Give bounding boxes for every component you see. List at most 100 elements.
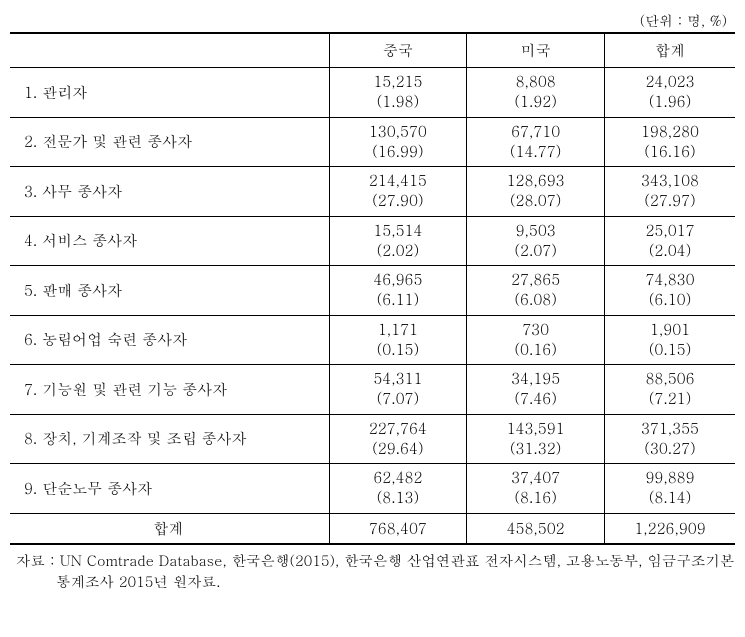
row-label: 8. 장치, 기계조작 및 조립 종사자 [10,414,329,464]
cell-value: 730(0.16) [467,315,605,365]
value-percent: (1.96) [611,92,729,112]
cell-value: 198,280(16.16) [605,117,736,167]
cell-value: 214,415(27.90) [329,167,467,217]
value-count: 54,311 [336,369,461,389]
table-row: 8. 장치, 기계조작 및 조립 종사자227,764(29.64)143,59… [10,414,735,464]
source-text: 자료 : UN Comtrade Database, 한국은행(2015), 한… [50,551,735,595]
value-count: 37,407 [473,468,598,488]
value-percent: (8.14) [611,488,729,508]
cell-value: 37,407(8.16) [467,464,605,514]
value-count: 9,503 [473,221,598,241]
table-row: 4. 서비스 종사자15,514(2.02)9,503(2.07)25,017(… [10,216,735,266]
value-percent: (16.99) [336,142,461,162]
value-percent: (14.77) [473,142,598,162]
value-percent: (16.16) [611,142,729,162]
value-count: 130,570 [336,122,461,142]
value-count: 128,693 [473,171,598,191]
value-count: 8,808 [473,72,598,92]
table-row: 1. 관리자15,215(1.98)8,808(1.92)24,023(1.96… [10,68,735,118]
cell-value: 343,108(27.97) [605,167,736,217]
total-value: 458,502 [467,513,605,544]
cell-value: 9,503(2.07) [467,216,605,266]
cell-value: 8,808(1.92) [467,68,605,118]
value-percent: (28.07) [473,191,598,211]
value-percent: (6.10) [611,290,729,310]
cell-value: 15,215(1.98) [329,68,467,118]
value-count: 1,901 [611,320,729,340]
value-percent: (1.98) [336,92,461,112]
value-count: 88,506 [611,369,729,389]
header-china: 중국 [329,33,467,68]
value-count: 227,764 [336,419,461,439]
header-empty [10,33,329,68]
unit-label: (단위 : 명, %) [10,10,727,30]
value-percent: (7.46) [473,389,598,409]
cell-value: 1,171(0.15) [329,315,467,365]
cell-value: 54,311(7.07) [329,365,467,415]
cell-value: 34,195(7.46) [467,365,605,415]
value-count: 214,415 [336,171,461,191]
cell-value: 128,693(28.07) [467,167,605,217]
cell-value: 130,570(16.99) [329,117,467,167]
header-total: 합계 [605,33,736,68]
cell-value: 227,764(29.64) [329,414,467,464]
value-count: 15,215 [336,72,461,92]
table-row: 3. 사무 종사자214,415(27.90)128,693(28.07)343… [10,167,735,217]
value-percent: (6.11) [336,290,461,310]
value-percent: (1.92) [473,92,598,112]
cell-value: 24,023(1.96) [605,68,736,118]
cell-value: 99,889(8.14) [605,464,736,514]
table-row: 6. 농림어업 숙련 종사자1,171(0.15)730(0.16)1,901(… [10,315,735,365]
value-count: 62,482 [336,468,461,488]
value-count: 198,280 [611,122,729,142]
row-label: 3. 사무 종사자 [10,167,329,217]
value-percent: (0.15) [336,340,461,360]
value-percent: (27.90) [336,191,461,211]
cell-value: 67,710(14.77) [467,117,605,167]
cell-value: 27,865(6.08) [467,266,605,316]
row-label: 1. 관리자 [10,68,329,118]
table-row: 9. 단순노무 종사자62,482(8.13)37,407(8.16)99,88… [10,464,735,514]
value-count: 67,710 [473,122,598,142]
cell-value: 88,506(7.21) [605,365,736,415]
header-usa: 미국 [467,33,605,68]
value-count: 15,514 [336,221,461,241]
cell-value: 62,482(8.13) [329,464,467,514]
value-percent: (8.16) [473,488,598,508]
table-row: 2. 전문가 및 관련 종사자130,570(16.99)67,710(14.7… [10,117,735,167]
value-percent: (27.97) [611,191,729,211]
value-count: 143,591 [473,419,598,439]
value-count: 34,195 [473,369,598,389]
cell-value: 15,514(2.02) [329,216,467,266]
row-label: 7. 기능원 및 관련 기능 종사자 [10,365,329,415]
value-percent: (7.21) [611,389,729,409]
value-count: 74,830 [611,270,729,290]
row-label: 6. 농림어업 숙련 종사자 [10,315,329,365]
cell-value: 143,591(31.32) [467,414,605,464]
value-percent: (6.08) [473,290,598,310]
value-percent: (8.13) [336,488,461,508]
value-percent: (29.64) [336,439,461,459]
total-value: 1,226,909 [605,513,736,544]
cell-value: 46,965(6.11) [329,266,467,316]
cell-value: 371,355(30.27) [605,414,736,464]
value-count: 371,355 [611,419,729,439]
cell-value: 1,901(0.15) [605,315,736,365]
row-label: 9. 단순노무 종사자 [10,464,329,514]
value-count: 24,023 [611,72,729,92]
value-percent: (7.07) [336,389,461,409]
row-label: 2. 전문가 및 관련 종사자 [10,117,329,167]
value-percent: (0.16) [473,340,598,360]
row-label: 5. 판매 종사자 [10,266,329,316]
value-percent: (2.07) [473,241,598,261]
value-count: 46,965 [336,270,461,290]
cell-value: 74,830(6.10) [605,266,736,316]
value-percent: (0.15) [611,340,729,360]
value-percent: (30.27) [611,439,729,459]
total-value: 768,407 [329,513,467,544]
value-percent: (31.32) [473,439,598,459]
value-count: 343,108 [611,171,729,191]
table-row: 7. 기능원 및 관련 기능 종사자54,311(7.07)34,195(7.4… [10,365,735,415]
table-body: 1. 관리자15,215(1.98)8,808(1.92)24,023(1.96… [10,68,735,544]
value-count: 730 [473,320,598,340]
